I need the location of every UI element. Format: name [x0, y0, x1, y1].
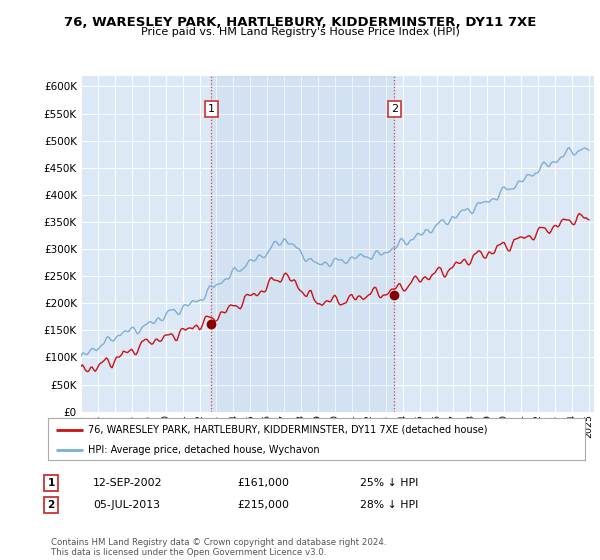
Text: £215,000: £215,000 [237, 500, 289, 510]
Text: 05-JUL-2013: 05-JUL-2013 [93, 500, 160, 510]
Text: 76, WARESLEY PARK, HARTLEBURY, KIDDERMINSTER, DY11 7XE: 76, WARESLEY PARK, HARTLEBURY, KIDDERMIN… [64, 16, 536, 29]
Text: HPI: Average price, detached house, Wychavon: HPI: Average price, detached house, Wych… [88, 445, 320, 455]
Text: 76, WARESLEY PARK, HARTLEBURY, KIDDERMINSTER, DY11 7XE (detached house): 76, WARESLEY PARK, HARTLEBURY, KIDDERMIN… [88, 424, 488, 435]
Text: 28% ↓ HPI: 28% ↓ HPI [360, 500, 418, 510]
Text: 1: 1 [208, 104, 215, 114]
Text: Contains HM Land Registry data © Crown copyright and database right 2024.
This d: Contains HM Land Registry data © Crown c… [51, 538, 386, 557]
Text: 2: 2 [47, 500, 55, 510]
Bar [211, 76, 394, 412]
Text: 25% ↓ HPI: 25% ↓ HPI [360, 478, 418, 488]
Text: 12-SEP-2002: 12-SEP-2002 [93, 478, 163, 488]
Text: Price paid vs. HM Land Registry's House Price Index (HPI): Price paid vs. HM Land Registry's House … [140, 27, 460, 37]
Text: £161,000: £161,000 [237, 478, 289, 488]
Text: 1: 1 [47, 478, 55, 488]
Text: 2: 2 [391, 104, 398, 114]
